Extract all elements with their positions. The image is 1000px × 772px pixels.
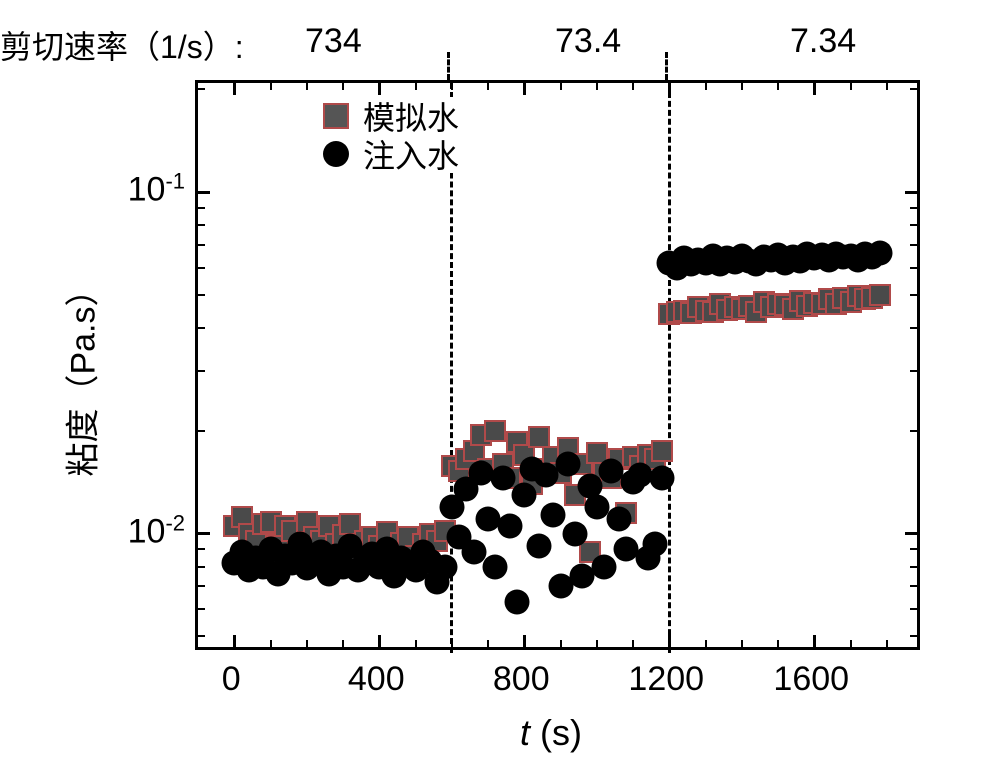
- data-point-square: [869, 284, 891, 306]
- data-point-square: [651, 440, 673, 462]
- data-point-circle: [483, 554, 508, 579]
- data-point-circle: [526, 533, 551, 558]
- data-point-circle: [541, 503, 566, 528]
- data-point-circle: [642, 532, 667, 557]
- data-point-circle: [650, 466, 675, 491]
- header-zone-1: 73.4: [555, 22, 621, 61]
- ytick-label: 10-1: [115, 169, 185, 210]
- data-point-square: [528, 426, 550, 448]
- data-point-layer: [198, 83, 917, 647]
- data-point-circle: [490, 466, 515, 491]
- xtick-label: 800: [493, 660, 550, 699]
- data-point-square: [484, 420, 506, 442]
- chart-container: 剪切速率（1/s）: 734 73.4 7.34 模拟水 注入水 0 400 800…: [0, 0, 1000, 772]
- plot-area: 模拟水 注入水: [195, 80, 920, 650]
- xtick-label: 0: [222, 660, 241, 699]
- data-point-circle: [606, 507, 631, 532]
- xtick-label: 1200: [628, 660, 704, 699]
- y-axis-label: 粘度（Pa.s）: [56, 255, 105, 495]
- data-point-circle: [555, 451, 580, 476]
- data-point-circle: [592, 554, 617, 579]
- data-point-circle: [512, 482, 537, 507]
- data-point-circle: [563, 521, 588, 546]
- header-zone-0: 734: [305, 22, 362, 61]
- data-point-circle: [468, 461, 493, 486]
- x-axis-label-text: t: [520, 712, 530, 753]
- header-prefix: 剪切速率（1/s）:: [0, 22, 244, 68]
- data-point-circle: [867, 240, 892, 265]
- x-axis-label-unit: (s): [540, 712, 582, 753]
- x-axis-label: t (s): [520, 712, 582, 754]
- xtick-label: 400: [348, 660, 405, 699]
- data-point-circle: [461, 540, 486, 565]
- ytick-label: 10-2: [115, 510, 185, 551]
- xtick-label: 1600: [773, 660, 849, 699]
- data-point-circle: [432, 554, 457, 579]
- data-point-circle: [497, 514, 522, 539]
- data-point-circle: [505, 590, 530, 615]
- header-zone-2: 7.34: [790, 22, 856, 61]
